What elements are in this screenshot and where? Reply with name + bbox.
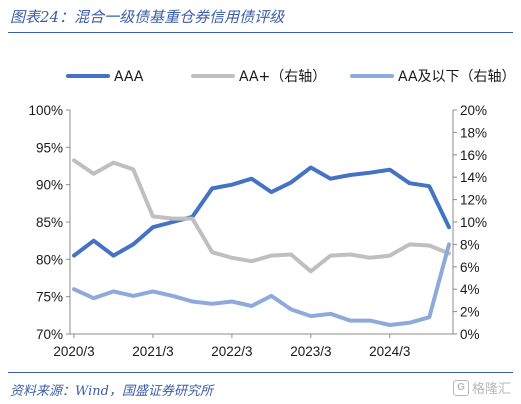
chart-title: 图表24：混合一级债基重仓券信用债评级: [10, 8, 285, 26]
legend-label-2: AA+（右轴）: [239, 69, 326, 85]
right-tick-label: 8%: [460, 237, 480, 252]
watermark: G 格隆汇: [452, 378, 511, 397]
left-tick-label: 85%: [36, 215, 63, 230]
legend-label-3: AA及以下（右轴）: [398, 69, 516, 85]
x-tick-label: 2021/3: [132, 344, 173, 359]
watermark-text: 格隆汇: [471, 381, 511, 396]
legend-label-1: AAA: [114, 69, 144, 85]
right-tick-label: 2%: [460, 305, 480, 320]
x-tick-label: 2023/3: [290, 344, 331, 359]
series-line-3: [72, 242, 451, 327]
right-tick-label: 18%: [460, 125, 487, 140]
left-tick-label: 70%: [36, 327, 63, 342]
right-tick-label: 12%: [460, 193, 487, 208]
right-tick-label: 20%: [460, 103, 487, 118]
source-divider: [8, 372, 513, 373]
x-tick-label: 2022/3: [211, 344, 252, 359]
left-tick-label: 90%: [36, 178, 63, 193]
title-divider: [8, 32, 513, 33]
line-chart: 70% 75% 80% 85% 90% 95% 100% 0% 2% 4% 6% 8% 10% 12% 14…: [28, 69, 516, 359]
right-tick-label: 0%: [460, 327, 480, 342]
right-tick-label: 6%: [460, 260, 480, 275]
x-tick-label: 2024/3: [369, 344, 410, 359]
watermark-logo-icon: G: [452, 379, 469, 396]
left-tick-label: 80%: [36, 252, 63, 267]
series-line-1: [72, 165, 451, 258]
source-note: 资料来源：Wind，国盛证券研究所: [10, 384, 213, 399]
right-tick-label: 14%: [460, 170, 487, 185]
left-tick-label: 95%: [36, 140, 63, 155]
left-tick-label: 75%: [36, 290, 63, 305]
right-tick-label: 16%: [460, 148, 487, 163]
x-tick-label: 2020/3: [53, 344, 94, 359]
right-tick-label: 4%: [460, 282, 480, 297]
series-line-2: [72, 158, 451, 274]
right-tick-label: 10%: [460, 215, 487, 230]
left-tick-label: 100%: [28, 103, 63, 118]
